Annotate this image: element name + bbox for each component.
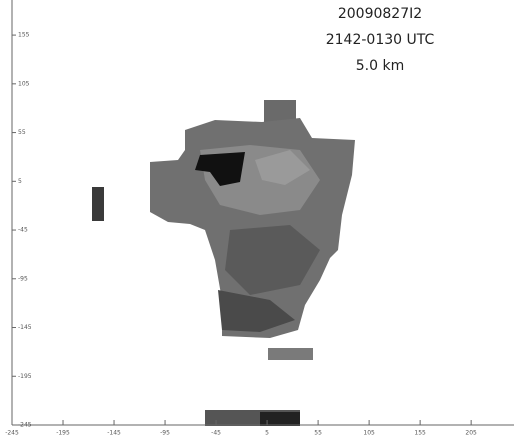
x-tick-label: 155 bbox=[414, 430, 426, 437]
y-tick-label: 5 bbox=[18, 178, 22, 185]
x-tick-label: 5 bbox=[265, 430, 269, 437]
echo-core bbox=[195, 152, 245, 186]
annotation: 2142-0130 UTC bbox=[326, 32, 435, 48]
x-tick-label: -245 bbox=[5, 430, 19, 437]
echo-patch bbox=[268, 348, 313, 360]
echo-patch bbox=[92, 187, 104, 221]
axes bbox=[11, 0, 514, 426]
x-tick-label: -45 bbox=[211, 430, 221, 437]
y-tick-label: -195 bbox=[18, 373, 32, 380]
x-tick-label: 205 bbox=[465, 430, 477, 437]
y-tick-label: -95 bbox=[18, 275, 28, 282]
x-tick-label: -145 bbox=[107, 430, 121, 437]
radar-echo bbox=[92, 100, 355, 426]
x-tick-label: 105 bbox=[363, 430, 375, 437]
annotation: 5.0 km bbox=[356, 58, 404, 74]
y-tick-label: -145 bbox=[18, 324, 32, 331]
x-tick-label: -195 bbox=[56, 430, 70, 437]
annotation: 20090827I2 bbox=[338, 6, 422, 22]
y-tick-label: -45 bbox=[18, 227, 28, 234]
echo-region bbox=[218, 290, 295, 332]
x-tick-label: 55 bbox=[314, 430, 322, 437]
echo-patch bbox=[260, 412, 300, 426]
y-tick-label: 55 bbox=[18, 129, 26, 136]
y-tick-label: -245 bbox=[18, 422, 32, 429]
y-tick-label: 105 bbox=[18, 80, 30, 87]
x-tick-label: -95 bbox=[160, 430, 170, 437]
echo-region bbox=[225, 225, 320, 295]
y-tick-label: 155 bbox=[18, 32, 30, 39]
echo-region bbox=[255, 150, 310, 185]
